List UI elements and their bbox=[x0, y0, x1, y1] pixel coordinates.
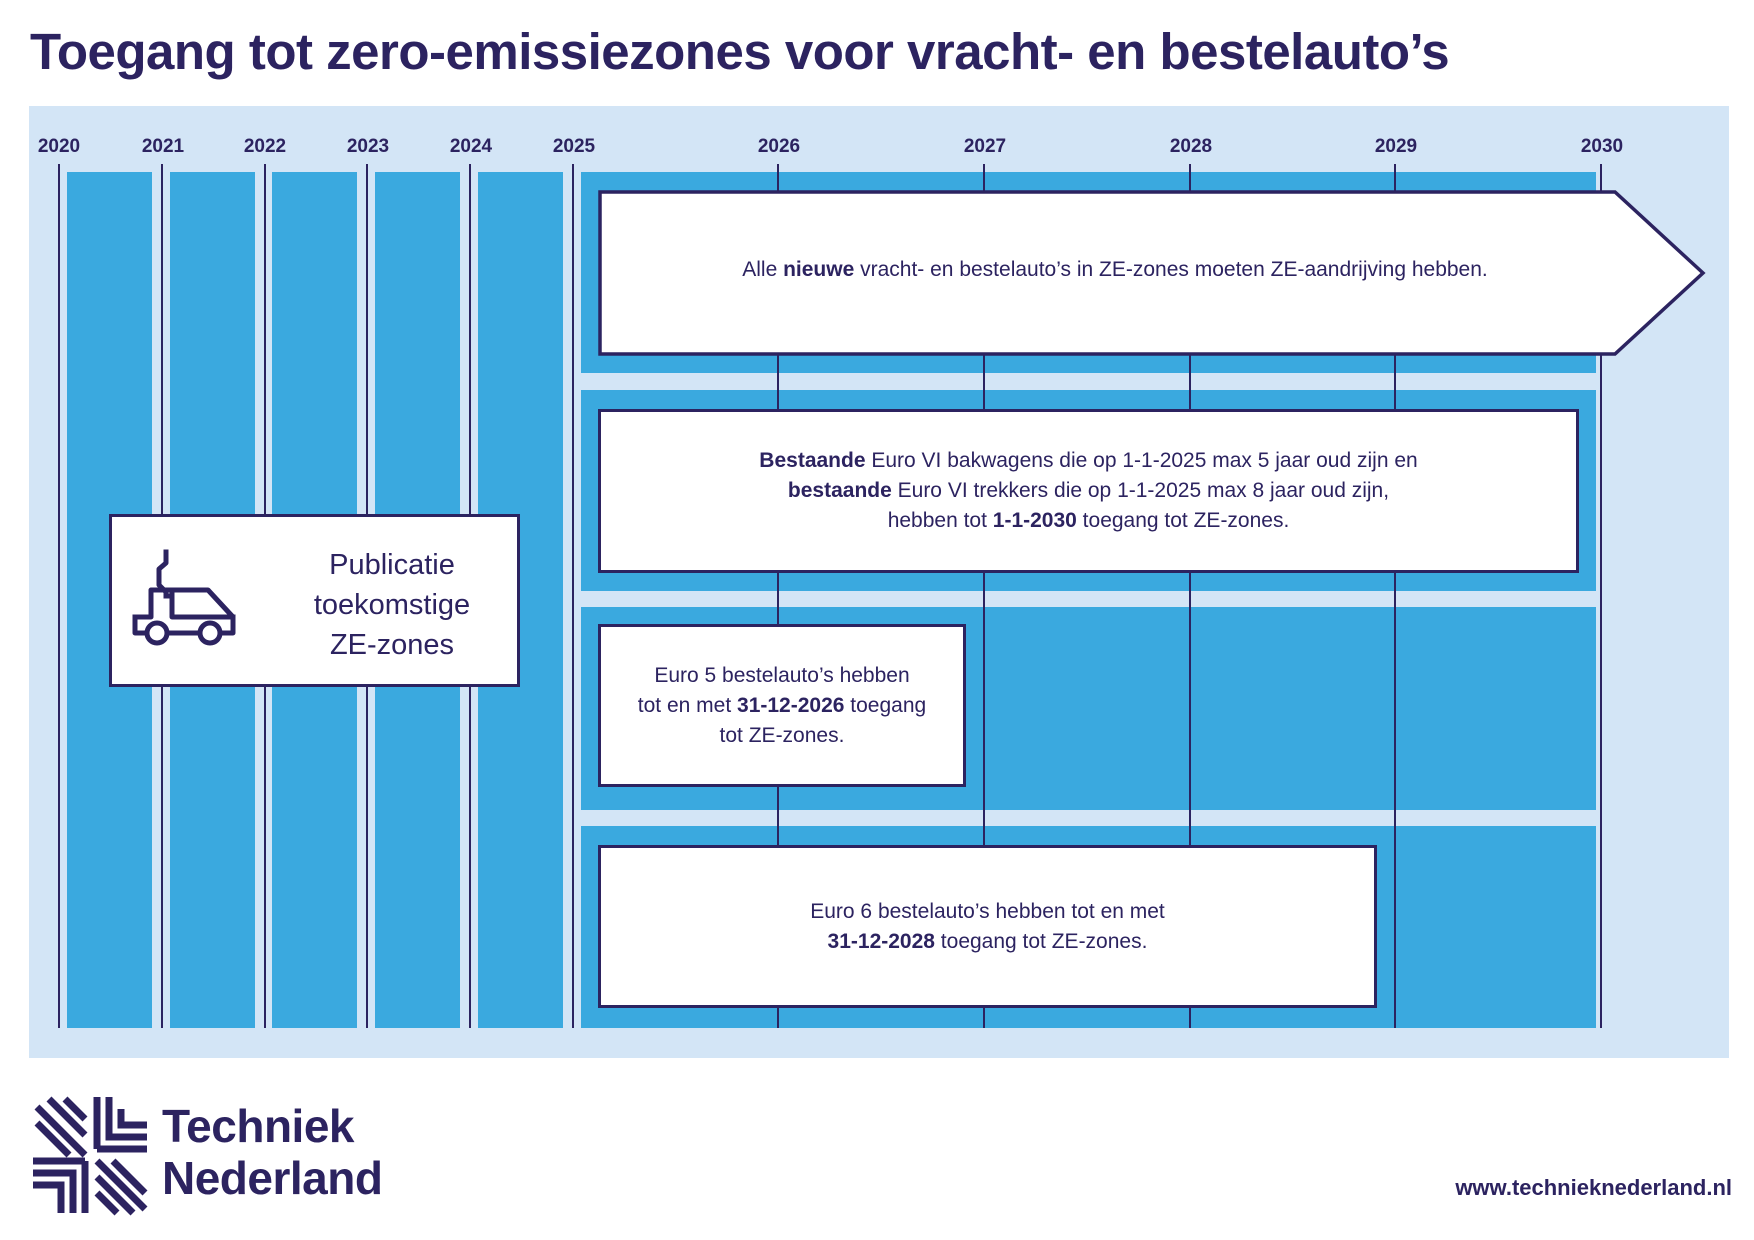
gridline-2025 bbox=[572, 164, 574, 1028]
text-segment: Euro 5 bestelauto’s hebben bbox=[654, 663, 910, 687]
publication-line: toekomstige bbox=[313, 589, 471, 621]
gridline-2029 bbox=[1394, 164, 1396, 1028]
gridline-2026 bbox=[777, 164, 779, 1028]
rule-line: Euro 6 bestelauto’s hebben tot en met bbox=[810, 897, 1165, 927]
emphasis-text: nieuwe bbox=[783, 258, 855, 281]
year-label-2023: 2023 bbox=[346, 136, 390, 157]
text-segment: Euro VI trekkers die op 1-1-2025 max 8 j… bbox=[891, 479, 1390, 502]
text-segment: vracht- en bestelauto’s in ZE-zones moet… bbox=[854, 258, 1488, 281]
year-label-2020: 2020 bbox=[37, 136, 81, 157]
emphasis-text: 1-1-2030 bbox=[992, 509, 1077, 532]
text-segment: Euro 6 bestelauto’s hebben tot en met bbox=[810, 899, 1165, 923]
year-label-2022: 2022 bbox=[243, 136, 287, 157]
rule-text-euro-vi: Bestaande Euro VI bakwagens die op 1-1-2… bbox=[759, 446, 1417, 536]
publication-box: Publicatie toekomstige ZE-zones bbox=[109, 514, 520, 687]
text-segment: tot ZE-zones. bbox=[719, 723, 845, 747]
text-segment: toegang tot ZE-zones. bbox=[1076, 509, 1290, 532]
gridline-2020 bbox=[58, 164, 60, 1028]
year-label-2027: 2027 bbox=[963, 136, 1007, 157]
rule-box-euro-vi: Bestaande Euro VI bakwagens die op 1-1-2… bbox=[598, 409, 1579, 573]
emphasis-text: Bestaande bbox=[759, 449, 866, 472]
text-segment: toegang tot ZE-zones. bbox=[934, 929, 1148, 953]
page-title: Toegang tot zero-emissiezones voor vrach… bbox=[30, 23, 1450, 80]
text-segment: hebben tot bbox=[887, 509, 993, 532]
rule-line: tot ZE-zones. bbox=[638, 721, 926, 751]
rule-line: Euro 5 bestelauto’s hebben bbox=[638, 661, 926, 691]
rule-line: hebben tot 1-1-2030 toegang tot ZE-zones… bbox=[759, 506, 1417, 536]
year-label-2025: 2025 bbox=[552, 136, 596, 157]
techniek-nederland-logo bbox=[33, 1096, 148, 1216]
emphasis-text: bestaande bbox=[787, 479, 892, 502]
rule-box-euro-6: Euro 6 bestelauto’s hebben tot en met 31-… bbox=[598, 845, 1377, 1008]
gridline-2030 bbox=[1600, 164, 1602, 1028]
brand-name-line1: Techniek bbox=[162, 1100, 355, 1152]
rule-box-euro-5: Euro 5 bestelauto’s hebben tot en met 31-… bbox=[598, 624, 966, 787]
text-segment: Euro VI bakwagens die op 1-1-2025 max 5 … bbox=[865, 449, 1418, 472]
text-segment: tot en met bbox=[637, 693, 738, 717]
electric-van-icon bbox=[132, 549, 236, 646]
brand-name: Techniek Nederland bbox=[162, 1100, 383, 1204]
year-label-2021: 2021 bbox=[141, 136, 185, 157]
rule-text-new-vehicles: Alle nieuwe vracht- en bestelauto’s in Z… bbox=[600, 258, 1630, 282]
rule-line: Bestaande Euro VI bakwagens die op 1-1-2… bbox=[759, 446, 1417, 476]
new-vehicles-arrow bbox=[598, 190, 1706, 356]
rule-line: tot en met 31-12-2026 toegang bbox=[638, 691, 926, 721]
year-label-2029: 2029 bbox=[1374, 136, 1418, 157]
publication-line: Publicatie bbox=[329, 549, 455, 581]
brand-name-line2: Nederland bbox=[162, 1152, 383, 1204]
gridline-2027 bbox=[983, 164, 985, 1028]
text-segment: Alle bbox=[742, 258, 784, 281]
emphasis-text: 31-12-2026 bbox=[737, 693, 845, 717]
emphasis-text: 31-12-2028 bbox=[827, 929, 935, 953]
year-label-2030: 2030 bbox=[1580, 136, 1624, 157]
rule-text-euro-5: Euro 5 bestelauto’s hebben tot en met 31-… bbox=[638, 661, 926, 751]
publication-line: ZE-zones bbox=[329, 629, 455, 661]
year-label-2026: 2026 bbox=[757, 136, 801, 157]
publication-label: Publicatie toekomstige ZE-zones bbox=[287, 545, 497, 665]
year-label-2024: 2024 bbox=[449, 136, 493, 157]
year-label-2028: 2028 bbox=[1169, 136, 1213, 157]
rule-line: 31-12-2028 toegang tot ZE-zones. bbox=[810, 927, 1165, 957]
website-url[interactable]: www.technieknederland.nl bbox=[1455, 1175, 1732, 1200]
gridline-2028 bbox=[1189, 164, 1191, 1028]
rule-text-euro-6: Euro 6 bestelauto’s hebben tot en met 31-… bbox=[810, 897, 1165, 957]
rule-line: bestaande Euro VI trekkers die op 1-1-20… bbox=[759, 476, 1417, 506]
text-segment: toegang bbox=[844, 693, 927, 717]
